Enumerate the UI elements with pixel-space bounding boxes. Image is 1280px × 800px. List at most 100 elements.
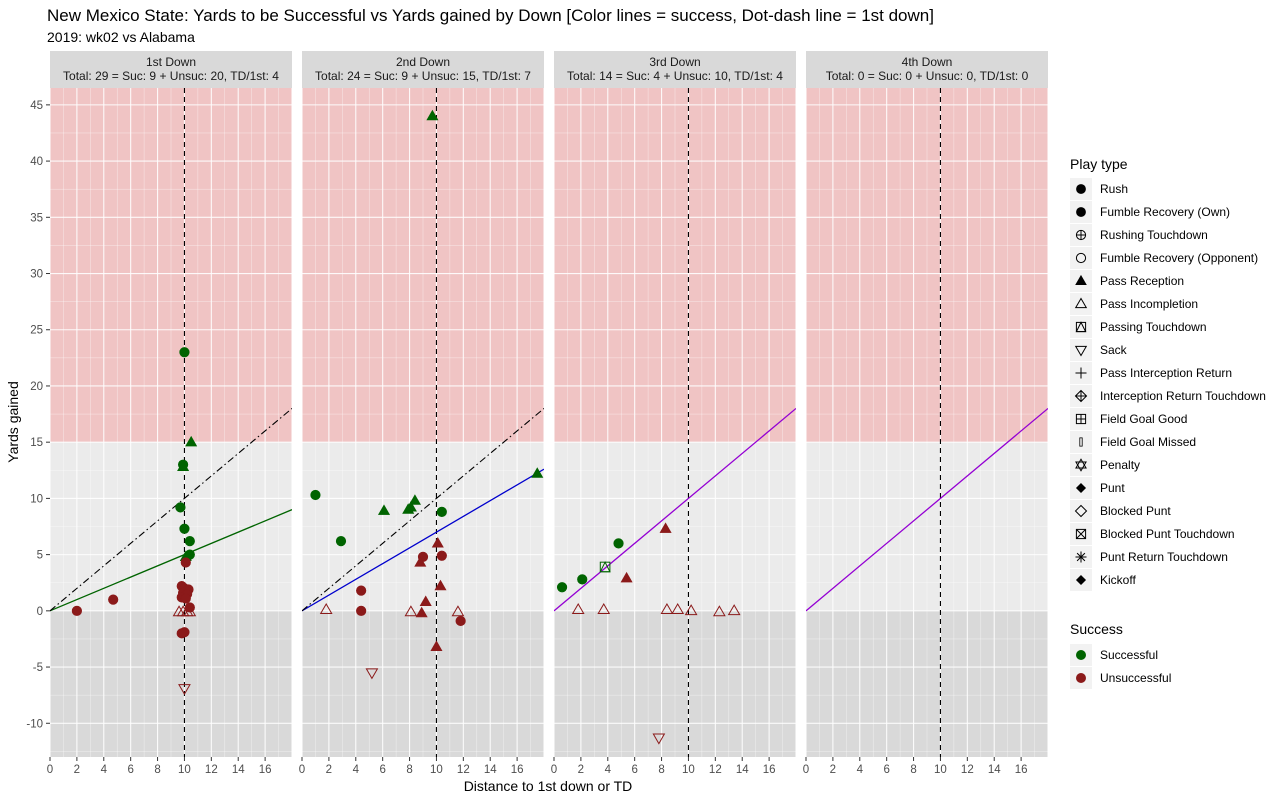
strip-title: 1st Down: [146, 55, 196, 69]
legend-item-play-type: Blocked Punt Touchdown: [1070, 523, 1235, 545]
data-point: [175, 502, 186, 513]
legend-key: [1070, 500, 1092, 522]
data-point: [319, 602, 333, 615]
data-point: [455, 615, 466, 627]
strip-title: 2nd Down: [396, 55, 450, 69]
reference-lines: [302, 88, 544, 757]
data-point: [179, 347, 190, 358]
data-point: [183, 605, 197, 617]
x-tick-label: 8: [658, 764, 664, 776]
strip-summary: Total: 0 = Suc: 0 + Unsuc: 0, TD/1st: 0: [826, 69, 1029, 83]
data-points: [310, 109, 544, 680]
y-tick-label: 30: [30, 269, 43, 281]
open-triangle-icon: [1074, 297, 1088, 309]
legend-label: Field Goal Missed: [1100, 435, 1196, 449]
y-axis-title: Yards gained: [5, 381, 21, 462]
x-tick-label: 14: [484, 764, 497, 776]
success-line: [554, 407, 796, 612]
data-point: [660, 602, 674, 615]
legend-label: Fumble Recovery (Opponent): [1100, 251, 1258, 265]
data-point: [356, 585, 367, 596]
filled-circle-icon: [1076, 673, 1086, 683]
x-tick-label: 0: [47, 764, 53, 776]
legend-item-play-type: Field Goal Good: [1070, 408, 1187, 430]
x-tick-label: 0: [803, 764, 809, 776]
data-point: [310, 489, 321, 501]
legend-item-play-type: Rush: [1070, 178, 1128, 200]
asterisk-icon: [1075, 551, 1087, 563]
x-tick-label: 4: [605, 764, 612, 776]
data-point: [430, 640, 443, 651]
legend-item-play-type: Fumble Recovery (Opponent): [1070, 247, 1258, 269]
legend-label: Blocked Punt: [1100, 504, 1171, 518]
filled-circle-icon: [1076, 184, 1086, 194]
legend-item-play-type: Rushing Touchdown: [1070, 224, 1208, 246]
data-point: [684, 604, 698, 616]
data-point: [178, 684, 191, 696]
legend-label: Punt Return Touchdown: [1100, 550, 1228, 564]
circle-plus-icon: [1075, 229, 1087, 241]
x-tick-label: 8: [910, 764, 916, 776]
data-point: [659, 522, 672, 533]
legend-title-success: Success: [1070, 621, 1123, 637]
legend-key: [1070, 316, 1092, 338]
x-tick-label: 2: [74, 764, 80, 776]
data-point: [426, 109, 439, 121]
data-point: [365, 668, 379, 680]
x-tick-label: 4: [857, 764, 864, 776]
x-tick-label: 10: [430, 764, 443, 776]
x-tick-label: 4: [353, 764, 360, 776]
first-down-line: [50, 408, 292, 612]
data-point: [415, 606, 428, 618]
x-tick-label: 6: [883, 764, 889, 776]
data-point: [179, 523, 190, 534]
x-tick-label: 16: [1015, 764, 1028, 776]
strip-summary: Total: 24 = Suc: 9 + Unsuc: 15, TD/1st: …: [315, 69, 531, 83]
y-tick-label: 40: [30, 156, 43, 168]
x-tick-label: 10: [682, 764, 695, 776]
strip-header: [50, 51, 292, 88]
x-tick-label: 14: [232, 764, 245, 776]
data-point: [434, 579, 447, 591]
x-tick-label: 6: [631, 764, 637, 776]
strip-header: [302, 51, 544, 88]
x-tick-label: 0: [299, 764, 305, 776]
legend-item-play-type: Passing Touchdown: [1070, 316, 1207, 338]
legend-label: Sack: [1100, 343, 1128, 357]
square-plus-icon: [1075, 413, 1087, 425]
x-tick-label: 14: [736, 764, 749, 776]
data-point: [436, 550, 447, 561]
open-triangle-down-icon: [1074, 345, 1088, 357]
first-down-line: [302, 408, 544, 612]
legend-label: Pass Incompletion: [1100, 297, 1198, 311]
y-tick-label: 35: [30, 212, 43, 224]
y-tick-label: 20: [30, 381, 43, 393]
legend-label: Rushing Touchdown: [1100, 228, 1208, 242]
legend-label: Unsuccessful: [1100, 671, 1171, 685]
data-point: [671, 602, 685, 615]
x-tick-label: 8: [406, 764, 412, 776]
legend-item-play-type: Field Goal Missed: [1070, 431, 1196, 453]
legend-label: Pass Interception Return: [1100, 366, 1232, 380]
legend-label: Interception Return Touchdown: [1100, 389, 1266, 403]
diamond-plus-icon: [1074, 389, 1088, 403]
x-tick-label: 16: [763, 764, 776, 776]
data-point: [712, 605, 726, 617]
filled-circle-icon: [1076, 207, 1086, 217]
legend-label: Field Goal Good: [1100, 412, 1187, 426]
legend-label: Pass Reception: [1100, 274, 1184, 288]
success-line: [302, 468, 544, 612]
data-point: [356, 605, 367, 616]
filled-diamond-icon: [1075, 482, 1087, 494]
legend-item-play-type: Kickoff: [1070, 569, 1136, 591]
legend: Play type Success Rush Fumble Recovery (O…: [1070, 156, 1266, 689]
data-point: [577, 574, 588, 585]
x-tick-label: 0: [551, 764, 557, 776]
data-point: [652, 733, 666, 745]
y-tick-label: -5: [33, 662, 43, 674]
legend-key: [1070, 247, 1092, 269]
data-point: [179, 627, 190, 638]
